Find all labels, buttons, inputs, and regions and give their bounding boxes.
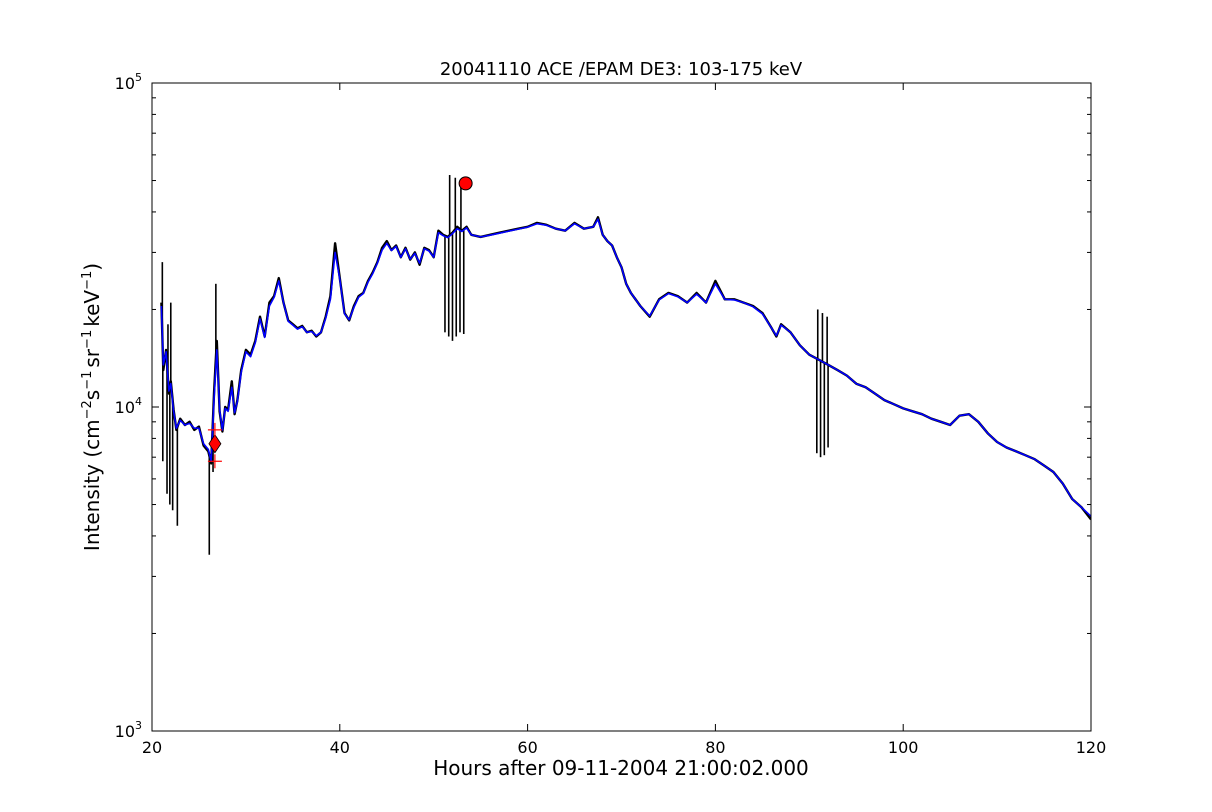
x-tick-label: 80 [705, 738, 725, 757]
x-tick-label: 40 [330, 738, 350, 757]
x-tick-label: 20 [142, 738, 162, 757]
onset-error-lower [207, 454, 222, 469]
onset-marker [208, 434, 222, 454]
x-tick-label: 100 [888, 738, 919, 757]
series-layer [160, 175, 1091, 555]
y-tick-label: 103 [115, 719, 142, 741]
chart-title: 20041110 ACE /EPAM DE3: 103-175 keV [440, 59, 803, 80]
y-axis-label: Intensity (cm−2s−1sr−1keV−1) [80, 263, 104, 551]
x-axis-label: Hours after 09-11-2004 21:00:02.000 [433, 756, 809, 780]
peak-marker [458, 176, 473, 191]
x-axis: 20 40 60 80 100 120 [142, 83, 1106, 757]
marker-layer [207, 176, 473, 469]
y-tick-label: 105 [115, 71, 142, 93]
smoothed-line [160, 218, 1091, 517]
x-tick-label: 60 [517, 738, 537, 757]
y-axis: 103 104 105 [115, 71, 1091, 741]
onset-error-upper [207, 422, 222, 437]
plot-frame [151, 82, 1092, 732]
raw-data-line [160, 216, 1091, 521]
y-tick-label: 104 [115, 395, 142, 417]
x-tick-label: 120 [1076, 738, 1107, 757]
